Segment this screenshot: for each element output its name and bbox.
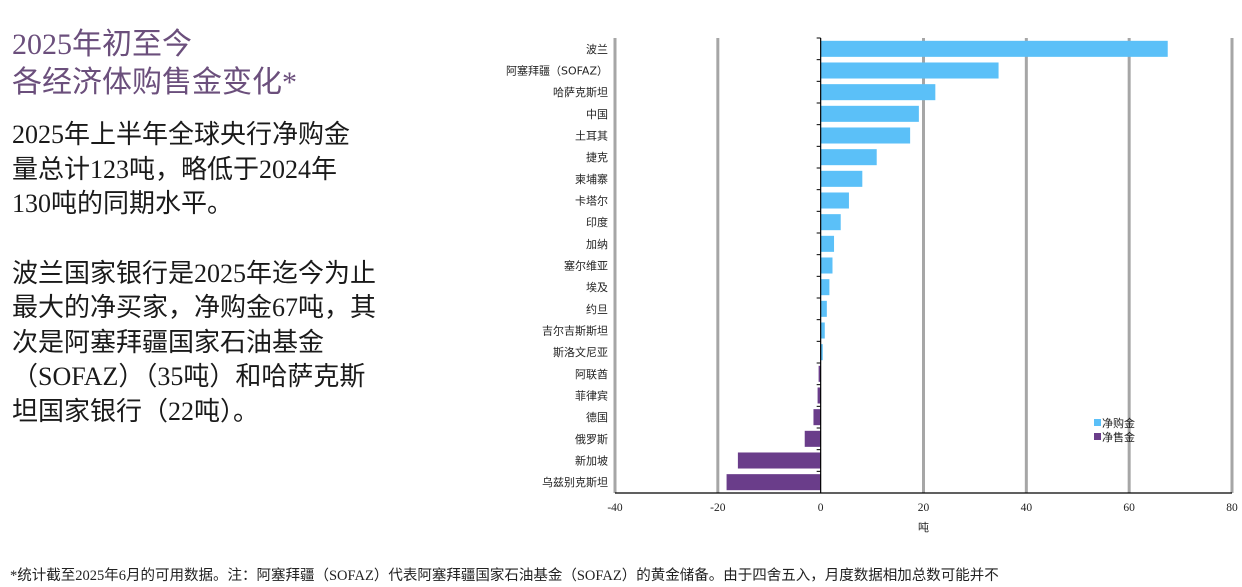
bar-net-sell <box>804 430 821 447</box>
category-label: 埃及 <box>586 280 608 294</box>
legend: 净购金 净售金 <box>1094 416 1135 444</box>
x-tick-label: -20 <box>710 502 726 514</box>
bar-net-buy <box>820 127 911 144</box>
bar-net-buy <box>820 344 823 361</box>
x-axis-title: 吨 <box>918 521 929 534</box>
bar-net-buy <box>820 214 841 231</box>
x-tick-labels: -40 -20 0 20 40 60 80 <box>607 502 1238 514</box>
left-panel: 2025年初至今 各经济体购售金变化* 2025年上半年全球央行净购金量总计12… <box>12 26 412 429</box>
bar-net-buy <box>820 257 833 274</box>
bar-net-buy <box>820 192 849 209</box>
category-label: 阿塞拜疆（SOFAZ） <box>506 64 608 78</box>
category-label: 阿联酋 <box>575 367 608 381</box>
page-title: 2025年初至今 各经济体购售金变化* <box>12 26 412 102</box>
category-label: 捷克 <box>586 150 608 164</box>
x-tick-label: 80 <box>1226 502 1238 514</box>
axes <box>615 37 1232 494</box>
category-label: 哈萨克斯坦 <box>553 85 608 99</box>
category-label: 柬埔寨 <box>575 172 608 186</box>
category-label: 吉尔吉斯斯坦 <box>542 324 608 338</box>
category-label: 德国 <box>586 410 608 424</box>
category-label: 中国 <box>586 108 608 121</box>
bar-net-buy <box>820 40 1168 57</box>
x-tick-label: 0 <box>818 502 824 514</box>
category-label: 乌兹别克斯坦 <box>542 475 608 489</box>
bar-net-buy <box>820 322 825 339</box>
category-label: 新加坡 <box>575 454 608 468</box>
category-label: 俄罗斯 <box>575 433 608 446</box>
x-tick-label: 40 <box>1021 502 1033 514</box>
category-label: 印度 <box>586 215 608 229</box>
bar-net-buy <box>820 62 999 79</box>
bar-net-sell <box>817 387 821 404</box>
title-line-1: 2025年初至今 <box>12 28 192 61</box>
legend-label-buy: 净购金 <box>1102 416 1135 430</box>
bar-net-buy <box>820 235 835 252</box>
x-tick-label: 20 <box>918 502 930 514</box>
category-label: 土耳其 <box>575 130 608 143</box>
x-tick-label: 60 <box>1123 502 1135 514</box>
legend-swatch-sell <box>1094 433 1101 440</box>
bar-net-buy <box>820 300 827 317</box>
top-buyers-paragraph: 波兰国家银行是2025年迄今为止最大的净买家，净购金67吨，其次是阿塞拜疆国家石… <box>12 258 377 426</box>
category-label: 菲律宾 <box>575 389 608 403</box>
category-label: 斯洛文尼亚 <box>553 345 608 359</box>
bar-net-sell <box>813 409 821 426</box>
x-tick-label: -40 <box>607 502 623 514</box>
bar-net-sell <box>818 365 821 382</box>
bar-net-sell <box>737 452 821 469</box>
bar-net-buy <box>820 279 830 296</box>
title-line-2: 各经济体购售金变化* <box>12 66 297 99</box>
footnote: *统计截至2025年6月的可用数据。注：阿塞拜疆（SOFAZ）代表阿塞拜疆国家石… <box>10 568 999 584</box>
bar-net-buy <box>820 149 877 166</box>
bar-net-buy <box>820 105 919 122</box>
legend-label-sell: 净售金 <box>1102 430 1135 444</box>
category-label: 塞尔维亚 <box>564 259 608 273</box>
category-label: 约旦 <box>586 303 608 316</box>
bars <box>726 40 1168 491</box>
bar-net-sell <box>726 474 821 491</box>
grid-lines <box>613 38 1234 493</box>
legend-swatch-buy <box>1094 419 1101 426</box>
summary-paragraph: 2025年上半年全球央行净购金量总计123吨，略低于2024年130吨的同期水平… <box>12 120 351 218</box>
bar-net-buy <box>820 84 936 101</box>
category-label: 卡塔尔 <box>575 195 608 208</box>
category-label: 加纳 <box>586 238 608 251</box>
category-label: 波兰 <box>586 43 608 56</box>
bar-net-buy <box>820 170 863 187</box>
